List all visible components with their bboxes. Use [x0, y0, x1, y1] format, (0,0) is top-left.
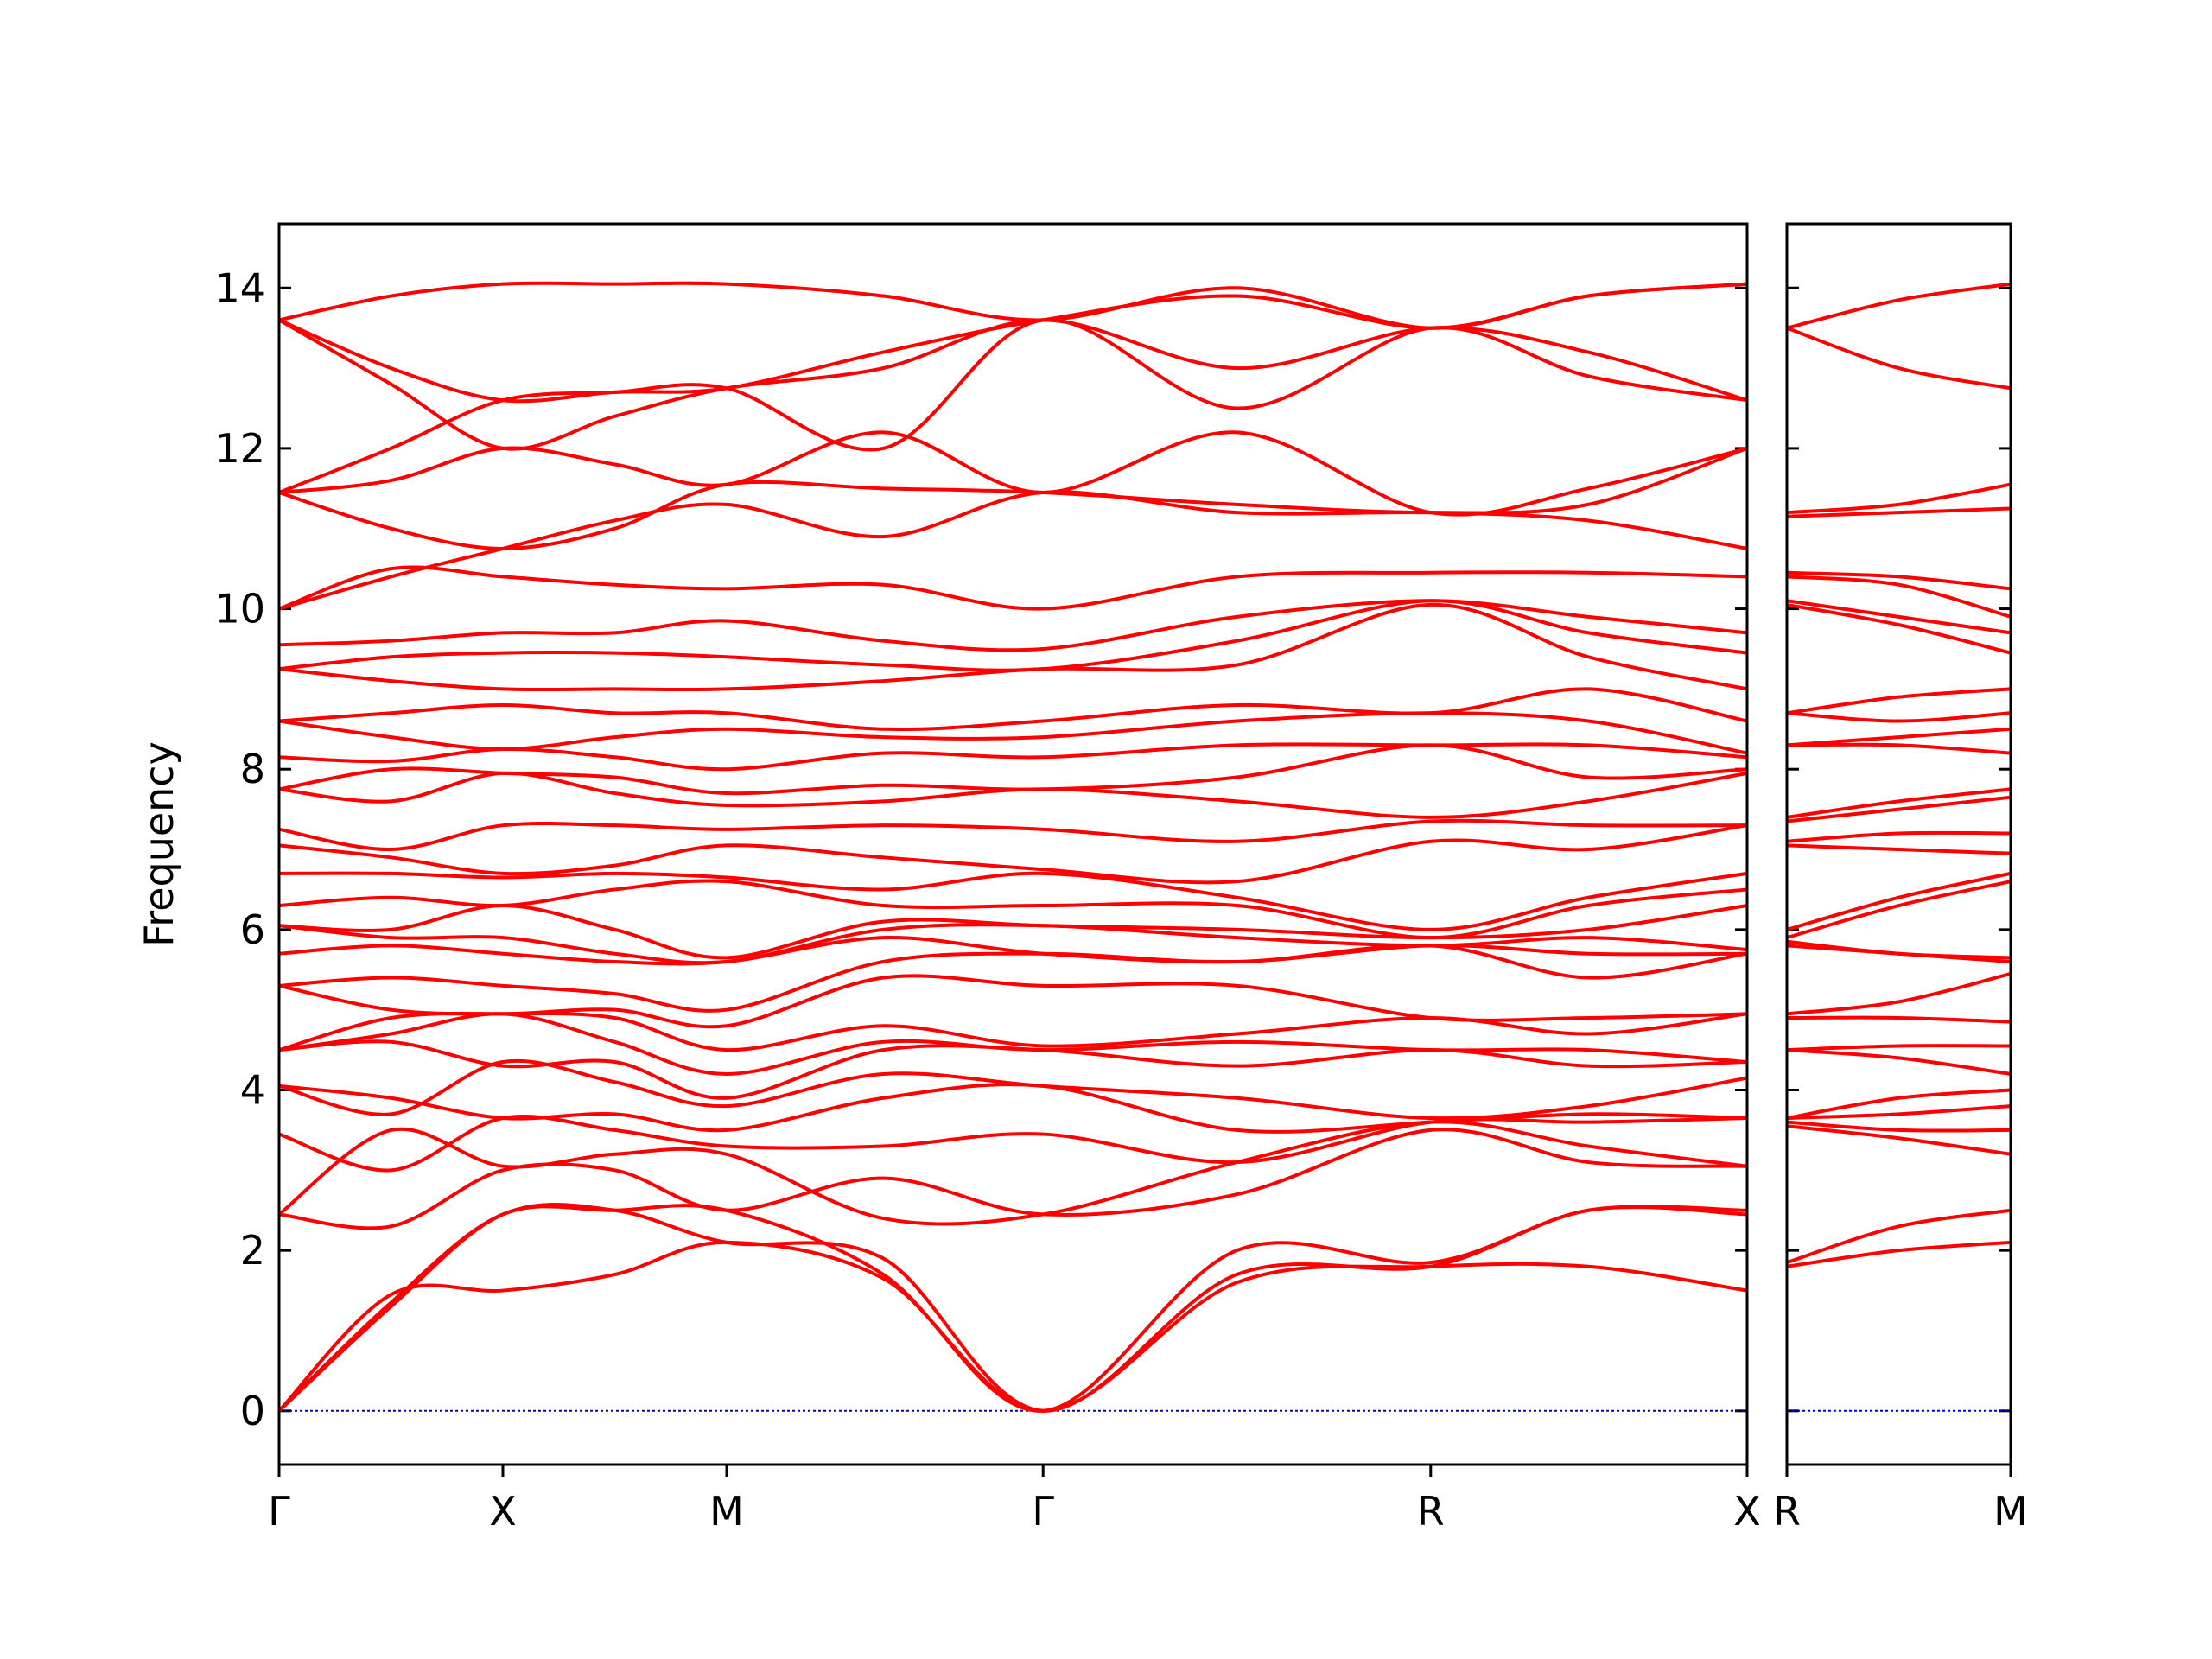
band-line	[1786, 282, 2012, 330]
band-line	[278, 711, 1748, 755]
band-line	[1786, 1104, 2012, 1120]
band-line	[277, 1120, 1748, 1226]
band-line	[278, 1083, 1748, 1134]
band-line	[278, 743, 1748, 796]
band-line	[278, 871, 1748, 931]
band-line	[277, 1203, 1748, 1413]
band-line	[1786, 727, 2012, 747]
band-line	[1786, 880, 2012, 940]
band-line	[1786, 1044, 2012, 1052]
band-line	[278, 318, 1748, 451]
x-tick-label: R	[1773, 1488, 1801, 1535]
y-tick-label: 2	[240, 1227, 265, 1274]
y-tick-label: 12	[214, 425, 265, 472]
band-line	[278, 282, 1748, 404]
band-line	[1786, 1088, 2012, 1120]
band-line	[278, 944, 1748, 1013]
band-line	[1786, 599, 2012, 635]
y-tick-label: 0	[240, 1388, 265, 1434]
y-tick-label: 8	[240, 746, 265, 792]
band-line	[1786, 939, 2012, 960]
band-line	[278, 936, 1748, 966]
band-line	[1786, 1208, 2012, 1264]
band-line	[1786, 843, 2012, 855]
plot-frame	[1785, 222, 2012, 1466]
x-tick-label: X	[1733, 1488, 1761, 1535]
band-line	[278, 602, 1748, 692]
band-line	[278, 1058, 1748, 1121]
band-line	[278, 447, 1748, 550]
band-line	[1786, 711, 2012, 723]
band-line	[278, 490, 1748, 611]
y-tick-label: 6	[240, 906, 265, 953]
band-line	[277, 1240, 1748, 1413]
x-tick-label: X	[489, 1488, 517, 1535]
band-line	[278, 565, 1748, 611]
x-tick-label: R	[1417, 1488, 1445, 1535]
band-line	[278, 771, 1748, 819]
band-line	[278, 687, 1748, 732]
band-line	[278, 599, 1748, 652]
band-line	[278, 281, 1748, 330]
band-line	[1786, 570, 2012, 591]
band-line	[278, 599, 1748, 672]
band-line	[1786, 482, 2012, 515]
band-line	[277, 1204, 1748, 1413]
y-tick-label: 10	[214, 586, 265, 632]
band-line	[278, 879, 1748, 940]
band-line	[278, 1114, 1748, 1173]
band-line	[1786, 1015, 2012, 1024]
x-tick-label: Γ	[268, 1488, 290, 1535]
band-line	[1786, 1048, 2012, 1076]
band-line	[1786, 971, 2012, 1016]
band-line	[278, 823, 1748, 885]
band-line	[278, 818, 1748, 852]
band-line	[1786, 1240, 2012, 1268]
band-line	[278, 318, 1748, 494]
x-tick-label: Γ	[1032, 1488, 1054, 1535]
band-line	[278, 923, 1748, 965]
band-line	[1786, 506, 2012, 518]
plot-frame	[277, 222, 1749, 1466]
y-tick-label: 4	[240, 1067, 265, 1114]
band-line	[1786, 830, 2012, 843]
band-line	[278, 1128, 1748, 1230]
band-line	[278, 1039, 1748, 1100]
band-line	[1786, 1124, 2012, 1156]
band-line	[1786, 687, 2012, 715]
band-line	[1786, 742, 2012, 755]
band-line	[1786, 326, 2012, 391]
y-tick-label: 14	[214, 264, 265, 311]
band-line	[1786, 795, 2012, 823]
x-tick-label: M	[709, 1488, 744, 1535]
band-line	[1786, 787, 2012, 819]
band-line	[1786, 1120, 2012, 1133]
x-tick-label: M	[1993, 1488, 2028, 1535]
band-line	[278, 430, 1748, 517]
band-line	[1786, 575, 2012, 619]
band-line	[1786, 871, 2012, 931]
band-line	[1786, 602, 2012, 655]
y-axis-label: Frequency	[136, 741, 182, 947]
band-line	[278, 974, 1748, 1029]
